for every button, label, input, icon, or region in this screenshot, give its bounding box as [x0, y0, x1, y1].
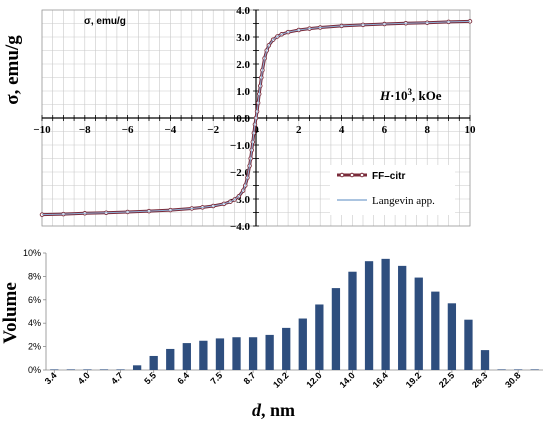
vol-y-tick-label: 0%: [28, 365, 41, 375]
vol-y-tick-label: 8%: [28, 271, 41, 281]
mag-tick-labels: −10 −8 −6 −4 −2 0 2 4 6 8 10 4.0 3.0 2.0 1.0 0.0 −1.0 −2.…: [33, 5, 476, 233]
bar: [331, 288, 341, 370]
bar: [414, 277, 423, 370]
vol-axes: [43, 252, 543, 373]
bar: [298, 318, 307, 370]
vol-x-axis-unit: , nm: [261, 400, 295, 420]
mag-x-tick-label: −2: [207, 124, 219, 136]
bar: [315, 304, 324, 370]
mag-x-axis-rest: ·10: [390, 88, 407, 103]
bar: [149, 355, 158, 370]
mag-x-tick-label: 2: [296, 124, 302, 136]
bar: [182, 343, 191, 370]
vol-x-tick-label: 22.5: [437, 370, 456, 389]
bar: [215, 338, 225, 370]
vol-x-tick-labels: 3.4 4.0 4.7 5.5 6.4 7.5 8.7 10.2 12.0 14.0 16.4 19.…: [43, 370, 523, 389]
bar: [232, 337, 241, 370]
mag-y-tick-label: 3.0: [236, 32, 250, 44]
mag-x-tick-label: 4: [339, 124, 345, 136]
bar: [50, 369, 59, 370]
bar: [431, 291, 440, 370]
series-line-langevin: [41, 20, 471, 216]
vol-x-tick-label: 16.4: [371, 370, 390, 389]
mag-y-tick-label: 0.0: [236, 113, 250, 125]
vol-bars: [50, 258, 539, 370]
mag-y-tick-label: 2.0: [236, 59, 250, 71]
bar: [265, 334, 274, 370]
bar: [464, 319, 473, 370]
legend-marker-ff-citr: [359, 172, 365, 178]
vol-x-tick-label: 6.4: [175, 370, 191, 386]
mag-series: [39, 19, 473, 217]
legend-label-langevin: Langevin app.: [372, 195, 435, 207]
bar: [497, 369, 506, 370]
bar: [381, 258, 390, 370]
mag-x-tick-label: 6: [382, 124, 388, 136]
mag-x-tick-label: 8: [424, 124, 430, 136]
vol-y-tick-label: 2%: [28, 342, 41, 352]
vol-x-tick-label: 10.2: [271, 370, 290, 389]
mag-legend: FF–citr Langevin app.: [330, 165, 455, 215]
vol-x-tick-label: 4.0: [76, 370, 92, 386]
mag-y-tick-label: −3.0: [230, 194, 251, 206]
mag-inner-y-label: σ, emu/g: [84, 16, 126, 27]
vol-y-tick-label: 10%: [23, 248, 41, 258]
mag-x-tick-label: −4: [165, 124, 177, 136]
volume-distribution-chart: 0% 2% 4% 6% 8% 10% 3.4 4.0 4.7 5.5 6.4 7.5 8.7 10.2 1…: [0, 248, 543, 420]
mag-y-tick-label: −4.0: [230, 221, 251, 233]
bar: [364, 261, 374, 370]
mag-x-tick-label: −10: [33, 124, 51, 136]
vol-x-tick-label: 7.5: [208, 370, 224, 386]
mag-x-axis-unit: , kOe: [412, 88, 442, 103]
vol-x-tick-label: 30.8: [503, 370, 522, 389]
mag-x-tick-label: 10: [465, 124, 477, 136]
mag-y-axis-title: σ, emu/g: [2, 35, 23, 105]
bar: [248, 337, 258, 370]
vol-y-tick-label: 6%: [28, 295, 41, 305]
vol-y-tick-labels: 0% 2% 4% 6% 8% 10%: [23, 248, 41, 375]
bar: [282, 327, 291, 370]
bar: [83, 369, 92, 370]
mag-x-axis-var: H: [379, 88, 391, 103]
mag-x-tick-label: 0: [253, 124, 259, 136]
magnetization-chart: −10 −8 −6 −4 −2 0 2 4 6 8 10 4.0 3.0 2.0 1.0 0.0 −1.0 −2.…: [2, 5, 476, 233]
bar: [132, 365, 142, 370]
vol-x-axis-title: d, nm: [252, 400, 295, 420]
vol-x-tick-label: 8.7: [242, 370, 258, 386]
vol-y-tick-label: 4%: [28, 318, 41, 328]
bar: [530, 369, 539, 370]
vol-x-axis-var: d: [252, 400, 262, 420]
bar: [514, 369, 523, 370]
vol-x-tick-label: 4.7: [109, 370, 125, 386]
vol-x-tick-label: 12.0: [304, 370, 323, 389]
mag-y-tick-label: −1.0: [230, 140, 251, 152]
bar: [480, 350, 490, 370]
mag-x-axis-sup: 3: [407, 87, 412, 97]
bar: [99, 369, 109, 370]
bar: [66, 369, 75, 370]
mag-y-tick-label: −2.0: [230, 167, 251, 179]
bar: [348, 271, 357, 370]
vol-x-tick-label: 19.2: [404, 370, 423, 389]
mag-y-tick-label: 1.0: [236, 86, 250, 98]
bar: [166, 348, 175, 370]
mag-x-tick-label: −8: [79, 124, 91, 136]
legend-marker-ff-citr: [349, 172, 355, 178]
vol-x-tick-label: 3.4: [43, 370, 59, 386]
legend-label-ff-citr: FF–citr: [372, 171, 405, 182]
mag-x-tick-label: −6: [122, 124, 134, 136]
vol-y-axis-title: Volume: [0, 282, 21, 344]
mag-y-tick-label: 4.0: [236, 5, 250, 17]
vol-x-tick-label: 26.3: [470, 370, 489, 389]
vol-x-tick-label: 14.0: [337, 370, 356, 389]
bar: [199, 340, 208, 370]
legend-marker-ff-citr: [339, 172, 345, 178]
bar: [447, 303, 457, 370]
bar: [116, 369, 125, 370]
vol-x-tick-label: 5.5: [142, 370, 158, 386]
bar: [398, 265, 407, 370]
mag-x-axis-title: H·103, kOe: [379, 87, 442, 103]
